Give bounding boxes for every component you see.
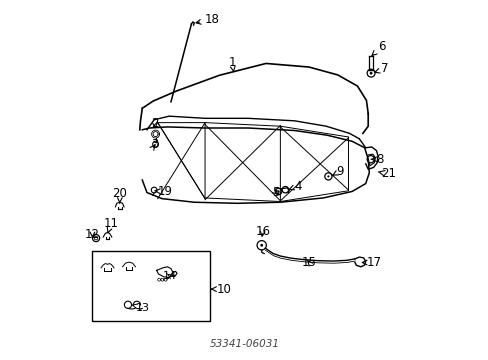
Text: 6: 6 (371, 40, 385, 55)
Bar (92, 251, 210, 320)
Text: 3: 3 (150, 139, 158, 152)
Text: 53341-06031: 53341-06031 (209, 339, 279, 349)
Circle shape (326, 175, 329, 177)
Text: 19: 19 (155, 185, 172, 198)
Circle shape (277, 190, 279, 193)
Text: 17: 17 (362, 256, 381, 269)
Text: 5: 5 (272, 186, 279, 199)
Circle shape (260, 244, 263, 247)
Text: 11: 11 (104, 217, 119, 233)
Text: 9: 9 (332, 165, 343, 178)
Text: 12: 12 (85, 228, 100, 241)
Text: 4: 4 (288, 180, 301, 193)
Text: 7: 7 (374, 62, 388, 75)
Text: 18: 18 (196, 13, 220, 26)
Circle shape (369, 72, 371, 74)
Text: 2: 2 (151, 117, 159, 130)
Text: 15: 15 (301, 256, 316, 269)
Text: 20: 20 (112, 187, 127, 203)
Text: 21: 21 (381, 167, 396, 180)
Text: 13: 13 (132, 303, 150, 313)
Text: 1: 1 (228, 56, 235, 72)
Text: 8: 8 (370, 153, 383, 166)
Text: 16: 16 (255, 225, 270, 238)
Text: 10: 10 (211, 283, 231, 296)
Text: 14: 14 (163, 271, 177, 280)
